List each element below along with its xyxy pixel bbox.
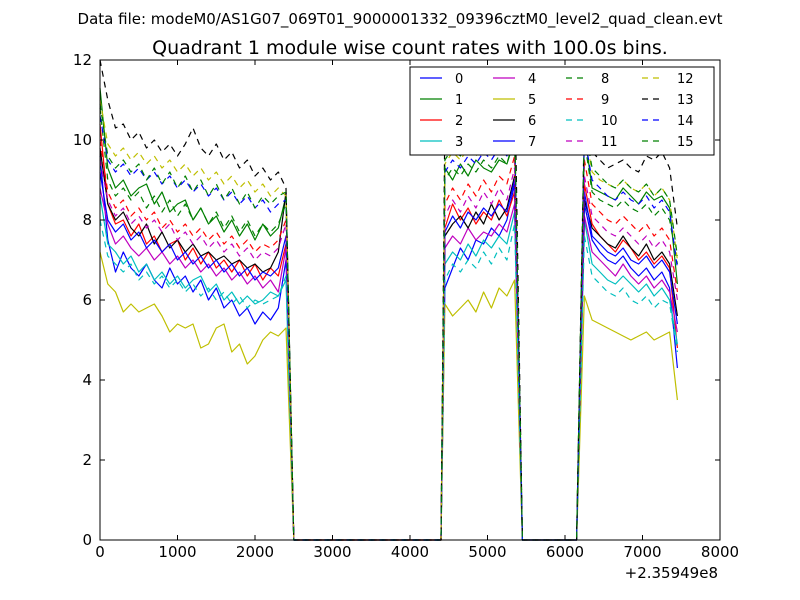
legend-label-9: 9 (601, 93, 609, 108)
legend-box (409, 66, 715, 156)
legend-label-0: 0 (455, 72, 463, 87)
x-tick-label: 7000 (623, 543, 661, 561)
y-tick-label: 12 (73, 51, 92, 69)
legend-label-3: 3 (455, 135, 463, 150)
x-tick-label: 4000 (391, 543, 429, 561)
x-tick-label: 6000 (546, 543, 584, 561)
y-tick-label: 2 (82, 451, 92, 469)
y-tick-label: 4 (82, 371, 92, 389)
x-axis-offset-label: +2.35949e8 (625, 564, 718, 582)
x-tick-label: 0 (95, 543, 105, 561)
x-tick-label: 1000 (158, 543, 196, 561)
axis-tick-labels: 0 1000 2000 3000 4000 5000 6000 7000 80000246810… (73, 51, 739, 561)
legend-label-10: 10 (601, 114, 618, 129)
y-tick-label: 6 (82, 291, 92, 309)
legend-label-7: 7 (528, 135, 536, 150)
legend-label-13: 13 (677, 93, 694, 108)
legend-label-15: 15 (677, 135, 694, 150)
legend-label-1: 1 (455, 93, 463, 108)
x-tick-label: 8000 (701, 543, 739, 561)
y-tick-label: 0 (82, 531, 92, 549)
legend-label-2: 2 (455, 114, 463, 129)
x-tick-label: 5000 (468, 543, 506, 561)
legend-label-8: 8 (601, 72, 609, 87)
chart-suptitle: Data file: modeM0/AS1G07_069T01_90000013… (78, 10, 723, 29)
chart-title: Quadrant 1 module wise count rates with … (152, 37, 668, 59)
legend-label-11: 11 (601, 135, 618, 150)
legend-label-14: 14 (677, 114, 694, 129)
axis-ticks (99, 59, 721, 541)
legend-label-12: 12 (677, 72, 694, 87)
legend-label-4: 4 (528, 72, 536, 87)
legend-label-6: 6 (528, 114, 536, 129)
series-line-15 (99, 103, 678, 541)
x-tick-label: 3000 (313, 543, 351, 561)
legend-label-5: 5 (528, 93, 536, 108)
x-tick-label: 2000 (236, 543, 274, 561)
y-tick-label: 8 (82, 211, 92, 229)
y-tick-label: 10 (73, 131, 92, 149)
